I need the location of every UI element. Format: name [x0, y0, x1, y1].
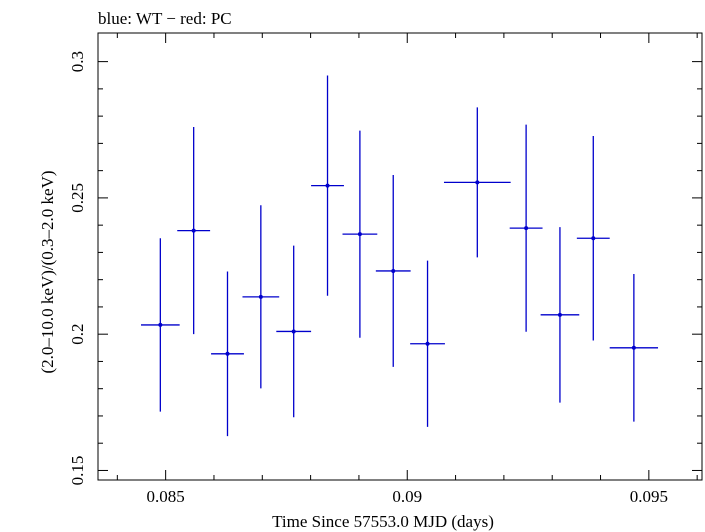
point-marker [191, 228, 196, 233]
data-point [342, 130, 378, 338]
x-axis-label: Time Since 57553.0 MJD (days) [272, 512, 494, 531]
point-marker [158, 322, 163, 327]
data-point [609, 273, 659, 422]
point-marker [391, 268, 396, 273]
x-tick-label: 0.09 [392, 487, 422, 506]
point-marker [475, 180, 480, 185]
point-marker [258, 294, 263, 299]
data-point [242, 205, 280, 389]
point-marker [557, 312, 562, 317]
point-marker [631, 345, 636, 350]
data-point [177, 127, 211, 335]
data-point [276, 245, 312, 418]
x-tick-label: 0.095 [630, 487, 668, 506]
data-point [443, 107, 511, 258]
point-marker [291, 329, 296, 334]
data-point [509, 124, 543, 332]
data-point [375, 175, 411, 367]
data-series-wt [141, 75, 659, 437]
data-point [576, 136, 610, 341]
y-tick-label: 0.25 [68, 183, 87, 213]
point-marker [357, 232, 362, 237]
y-axis-label: (2.0–10.0 keV)/(0.3–2.0 keV) [38, 170, 57, 373]
plot-frame [97, 32, 703, 481]
data-point [311, 75, 344, 296]
point-marker [524, 226, 529, 231]
point-marker [591, 236, 596, 241]
data-point [410, 260, 445, 427]
x-tick-label: 0.085 [147, 487, 185, 506]
y-tick-label: 0.2 [68, 324, 87, 345]
point-marker [425, 341, 430, 346]
point-marker [325, 183, 330, 188]
point-marker [225, 351, 230, 356]
y-axis: 0.15 0.2 0.25 0.3 [68, 51, 702, 485]
x-axis: 0.085 0.09 0.095 [116, 33, 698, 506]
data-point [141, 238, 180, 412]
y-tick-label: 0.15 [68, 456, 87, 486]
y-tick-label: 0.3 [68, 51, 87, 72]
data-point [540, 227, 580, 403]
data-point [211, 271, 244, 437]
chart-title: blue: WT − red: PC [98, 9, 232, 28]
